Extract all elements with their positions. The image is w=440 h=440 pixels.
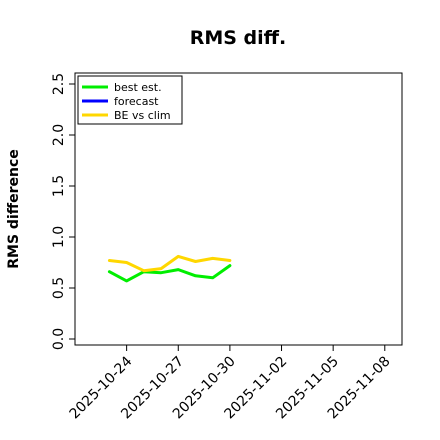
legend-label: forecast (114, 95, 159, 108)
series-line-be-vs-clim (107, 254, 232, 273)
y-tick-label: 0.0 (51, 328, 67, 350)
plot-area (74, 72, 403, 346)
chart-title: RMS diff. (190, 27, 287, 49)
series-lines (107, 254, 232, 283)
y-axis-label: RMS difference (6, 149, 22, 269)
y-tick-label: 1.5 (51, 175, 67, 197)
y-tick-label: 2.0 (51, 124, 67, 146)
y-axis: 0.0 0.5 1.0 1.5 2.0 2.5 (51, 73, 75, 350)
legend-label: best est. (114, 81, 162, 94)
x-axis: 2025-10-242025-10-272025-10-302025-11-02… (67, 345, 394, 422)
y-tick-label: 2.5 (51, 73, 67, 95)
y-tick-label: 0.5 (51, 277, 67, 299)
legend-label: BE vs clim (114, 109, 171, 122)
y-tick-label: 1.0 (51, 226, 67, 248)
series-line-best-est- (107, 264, 232, 283)
